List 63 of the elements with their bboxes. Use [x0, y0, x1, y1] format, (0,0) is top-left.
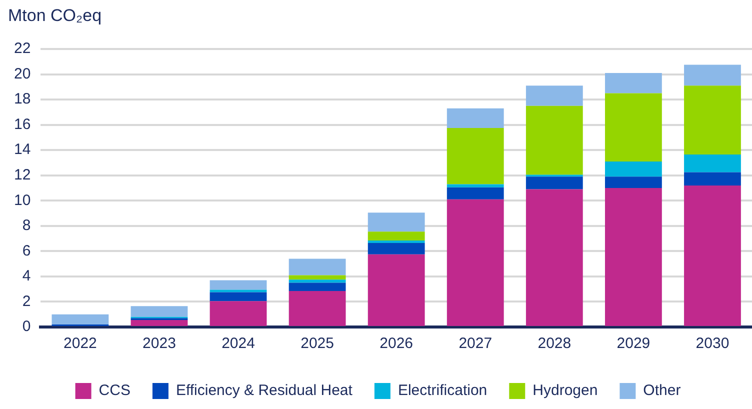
bar [684, 86, 741, 155]
bar [604, 93, 662, 162]
x-tick-label: 2029 [616, 335, 650, 352]
bar [604, 161, 662, 177]
y-tick-label: 10 [14, 192, 31, 209]
y-axis-title: Mton CO₂eq [8, 6, 102, 26]
bar [288, 290, 346, 326]
bar [604, 73, 662, 94]
legend-label: Electrification [398, 382, 488, 400]
y-tick-label: 4 [22, 268, 31, 285]
bar [526, 176, 583, 190]
bar [684, 154, 741, 172]
x-tick-label: 2027 [458, 335, 492, 352]
bar [368, 242, 425, 254]
y-tick-label: 16 [14, 116, 31, 133]
bar [446, 108, 504, 128]
bar [288, 280, 346, 283]
y-tick-label: 8 [22, 217, 31, 234]
bar [684, 64, 741, 86]
legend-label: CCS [98, 382, 130, 400]
bar [684, 185, 741, 326]
bar [130, 306, 188, 317]
bar [368, 232, 425, 240]
y-tick-label: 18 [14, 90, 31, 108]
y-tick-label: 0 [22, 318, 31, 336]
x-tick-label: 2022 [64, 335, 97, 352]
bar [604, 188, 662, 326]
x-tick-label: 2028 [538, 335, 572, 352]
bar [288, 258, 346, 276]
bar [210, 280, 267, 290]
bar [368, 240, 425, 243]
bar [526, 86, 583, 106]
x-tick-label: 2023 [142, 335, 176, 352]
bar [446, 128, 504, 184]
legend-label: Efficiency & Residual Heat [176, 382, 354, 400]
x-tick-label: 2024 [222, 335, 255, 352]
bar [368, 254, 425, 326]
bar [210, 292, 267, 302]
x-tick-label: 2026 [380, 335, 414, 352]
bar [210, 301, 267, 326]
bar [526, 106, 583, 175]
bar [446, 199, 504, 326]
bar [130, 320, 188, 326]
bar [210, 290, 267, 292]
y-tick-label: 22 [14, 40, 31, 58]
x-tick-label: 2025 [300, 335, 334, 352]
y-tick-label: 6 [22, 242, 31, 260]
bar [526, 189, 583, 326]
x-tick-label: 2030 [696, 335, 730, 352]
bar [604, 176, 662, 188]
y-tick-label: 2 [22, 292, 31, 310]
bar [446, 187, 504, 200]
bar [52, 314, 109, 324]
bar [288, 282, 346, 291]
y-tick-label: 12 [14, 166, 31, 184]
bar [368, 212, 425, 232]
y-tick-label: 14 [14, 141, 31, 158]
bar [446, 184, 504, 188]
legend-label: Other [643, 382, 681, 400]
bar [288, 275, 346, 280]
bar [684, 172, 741, 186]
legend-label: Hydrogen [532, 382, 598, 400]
y-tick-label: 20 [14, 65, 31, 82]
